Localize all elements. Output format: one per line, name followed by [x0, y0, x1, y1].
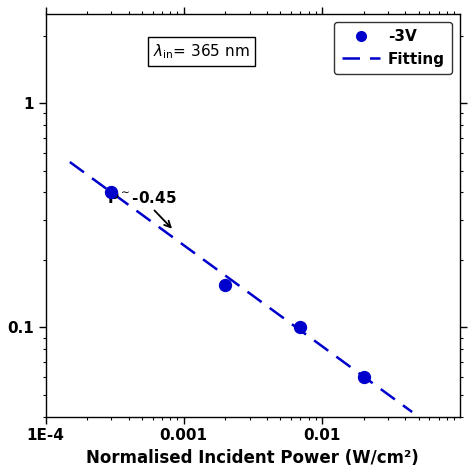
- Legend: -3V, Fitting: -3V, Fitting: [334, 21, 453, 74]
- Fitting: [271, 308, 276, 314]
- Fitting: [67, 159, 73, 165]
- Line: Fitting: Fitting: [70, 162, 412, 412]
- -3V: [360, 374, 367, 381]
- Text: P$^{\sim}$-0.45: P$^{\sim}$-0.45: [107, 190, 177, 227]
- Fitting: [270, 307, 275, 313]
- Fitting: [356, 370, 361, 375]
- Fitting: [68, 160, 74, 166]
- Text: $\lambda_{\rm in}$= 365 nm: $\lambda_{\rm in}$= 365 nm: [153, 42, 250, 61]
- Fitting: [377, 386, 383, 392]
- -3V: [108, 189, 115, 196]
- -3V: [297, 324, 304, 331]
- Fitting: [276, 312, 282, 318]
- -3V: [221, 281, 229, 289]
- X-axis label: Normalised Incident Power (W/cm²): Normalised Incident Power (W/cm²): [86, 449, 419, 467]
- Fitting: [410, 409, 415, 415]
